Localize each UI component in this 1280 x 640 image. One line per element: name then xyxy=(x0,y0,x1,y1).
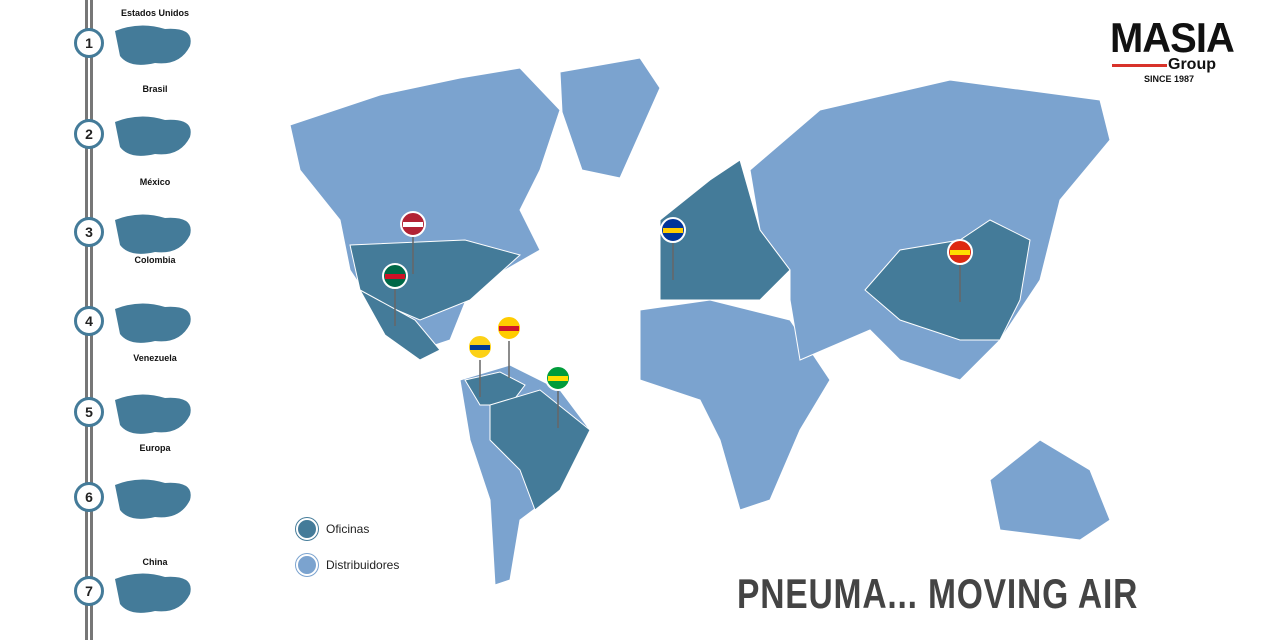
country-silhouette xyxy=(115,394,191,434)
step-number: 7 xyxy=(74,576,104,606)
step-number: 1 xyxy=(74,28,104,58)
brazil-region xyxy=(489,389,591,511)
legend-distributors: Distribuidores xyxy=(296,554,399,576)
step-number: 6 xyxy=(74,482,104,512)
europe-region xyxy=(659,159,791,301)
colombia-flag-pin[interactable] xyxy=(467,334,493,397)
venezuela-flag-pin[interactable] xyxy=(496,315,522,378)
brazil-flag-pin[interactable] xyxy=(545,365,571,428)
logo-since: SINCE 1987 xyxy=(1144,74,1195,84)
distributors-swatch xyxy=(296,554,318,576)
sidebar-label: China xyxy=(142,557,168,567)
sidebar-label: Venezuela xyxy=(133,353,177,363)
australia xyxy=(989,439,1111,541)
legend-offices: Oficinas xyxy=(296,518,369,540)
country-silhouette xyxy=(115,214,191,254)
china-region xyxy=(864,219,1031,341)
sidebar-label: Europa xyxy=(139,443,171,453)
step-number: 5 xyxy=(74,397,104,427)
step-number: 3 xyxy=(74,217,104,247)
logo-sub: Group xyxy=(1168,56,1216,73)
asia xyxy=(749,79,1111,381)
step-number: 2 xyxy=(74,119,104,149)
logo-brand: MASIA xyxy=(1110,14,1235,61)
step-number: 4 xyxy=(74,306,104,336)
eu-flag-pin[interactable] xyxy=(660,217,686,280)
distributors-label: Distribuidores xyxy=(326,558,400,572)
africa xyxy=(639,299,831,511)
offices-swatch xyxy=(296,518,318,540)
offices-label: Oficinas xyxy=(326,522,370,536)
country-silhouette xyxy=(115,573,191,613)
sidebar-label: Estados Unidos xyxy=(120,8,189,18)
mexico-region xyxy=(358,288,441,361)
sidebar-label: México xyxy=(139,177,171,187)
greenland xyxy=(559,57,661,179)
usa-flag-pin[interactable] xyxy=(400,211,426,274)
sidebar-label: Brasil xyxy=(142,84,168,94)
masia-logo: MASIA Group SINCE 1987 xyxy=(1110,14,1245,85)
slogan: PNEUMA... MOVING AIR xyxy=(737,570,1139,617)
country-silhouette xyxy=(115,303,191,343)
china-flag-pin[interactable] xyxy=(947,239,973,302)
mexico-flag-pin[interactable] xyxy=(382,263,408,326)
country-silhouette xyxy=(115,479,191,519)
sidebar-label: Colombia xyxy=(134,255,176,265)
country-silhouette xyxy=(115,116,191,156)
logo-red-line xyxy=(1112,64,1167,67)
country-silhouette xyxy=(115,25,191,65)
